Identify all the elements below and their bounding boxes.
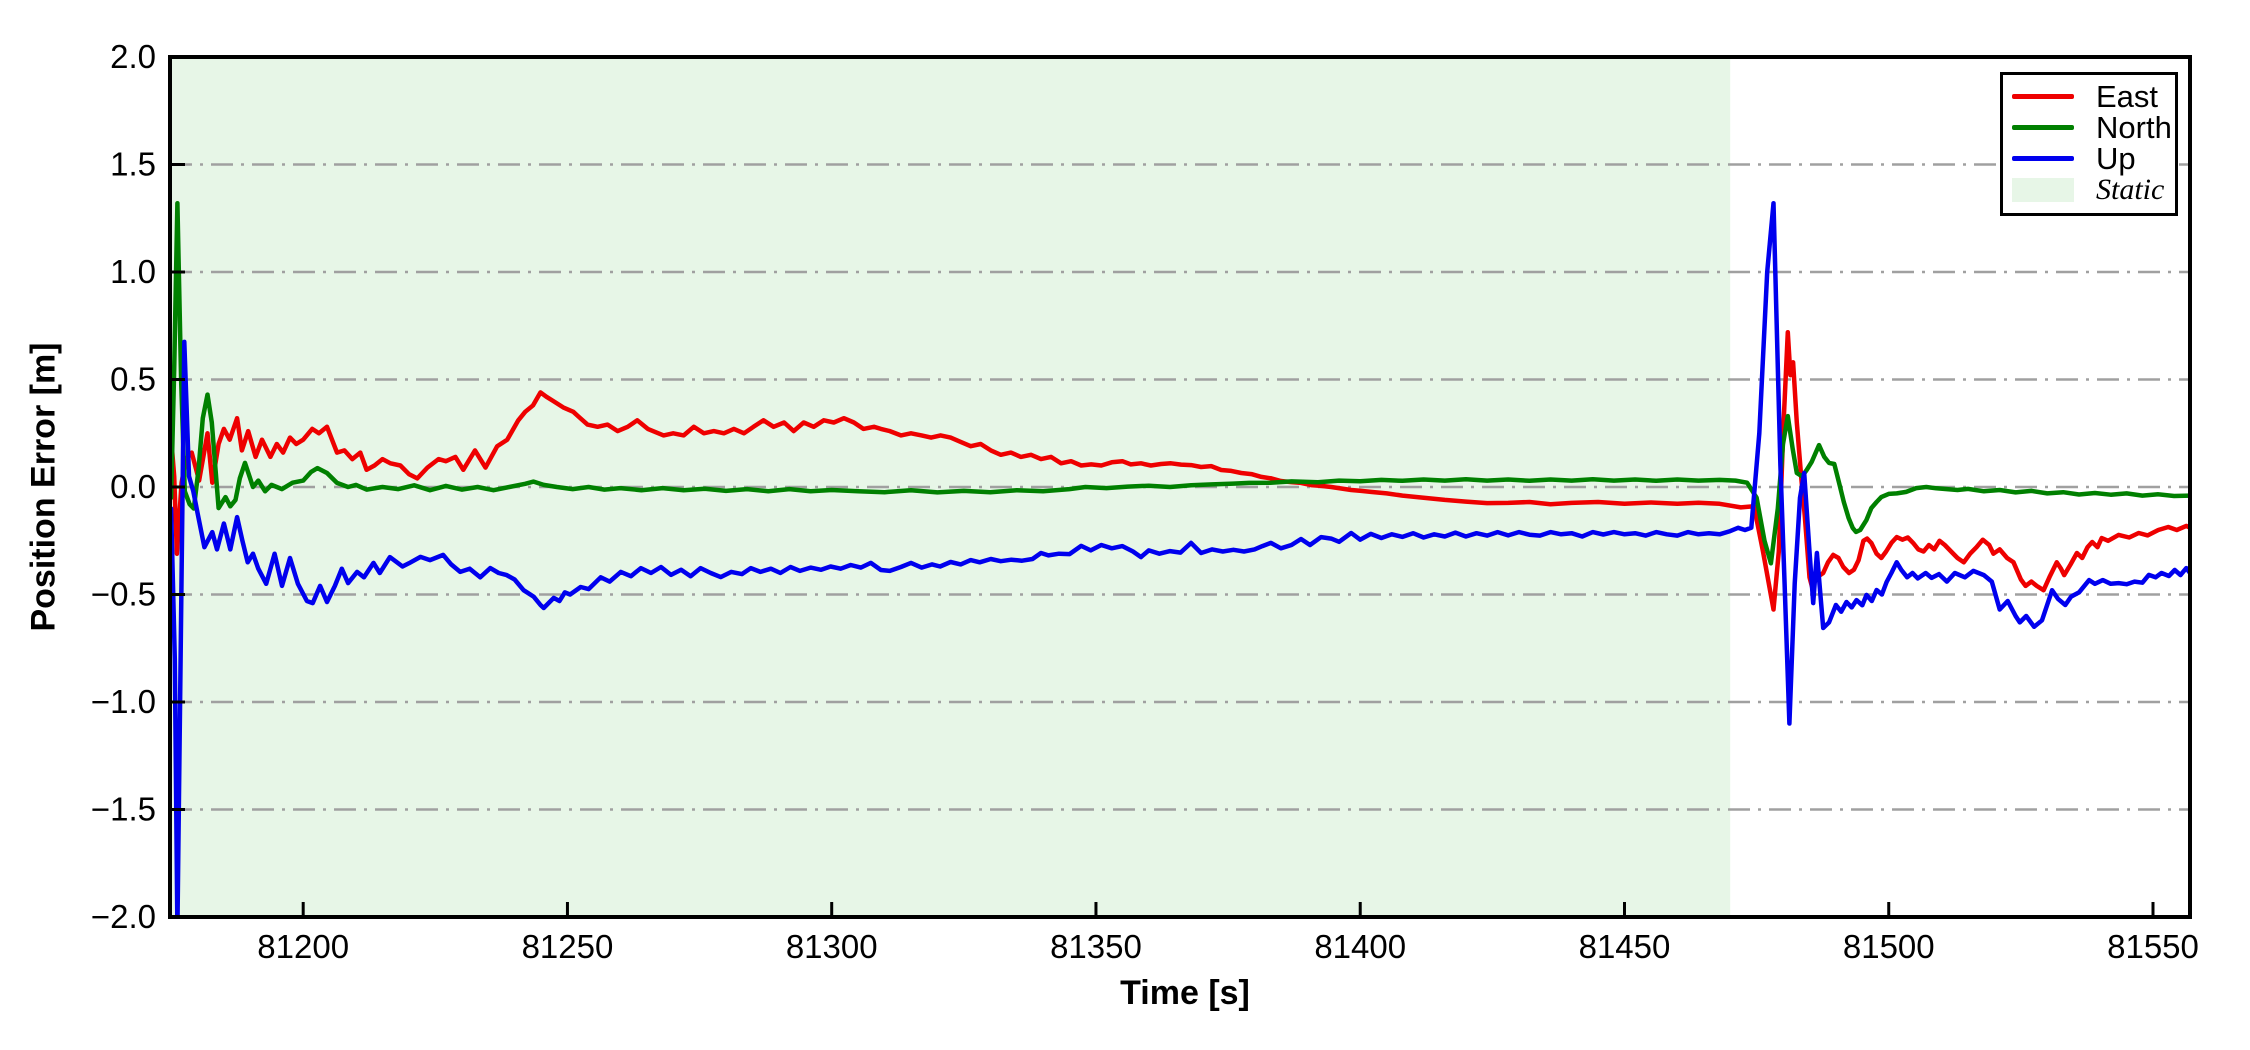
y-tick-label-2: 2.0 [110, 38, 156, 75]
x-tick-label-81450: 81450 [1579, 928, 1671, 965]
y-tick-label--1.5: −1.5 [91, 791, 156, 828]
x-tick-label-81550: 81550 [2107, 928, 2199, 965]
y-tick-label--1: −1.0 [91, 683, 156, 720]
series-line-up [170, 200, 2190, 917]
legend-item-east: East [2012, 81, 2175, 112]
y-axis-label: Position Error [m] [24, 342, 63, 632]
x-tick-label-81350: 81350 [1050, 928, 1142, 965]
legend-label-up: Up [2096, 141, 2136, 176]
legend: East North Up Static [2000, 72, 2178, 216]
east-line-swatch [2012, 94, 2074, 99]
x-tick-label-81300: 81300 [786, 928, 878, 965]
x-tick-label-81500: 81500 [1843, 928, 1935, 965]
legend-label-north: North [2096, 110, 2172, 145]
y-tick-label-0.5: 0.5 [110, 361, 156, 398]
legend-item-north: North [2012, 112, 2175, 143]
y-tick-label-1.5: 1.5 [110, 146, 156, 183]
y-tick-label-1: 1.0 [110, 253, 156, 290]
x-axis-label: Time [s] [1120, 974, 1250, 1012]
up-line-swatch [2012, 156, 2074, 161]
y-tick-label--2: −2.0 [91, 898, 156, 935]
series-line-east [170, 329, 2190, 612]
y-tick-label--0.5: −0.5 [91, 576, 156, 613]
series-line-north [170, 200, 2190, 566]
legend-item-up: Up [2012, 143, 2175, 174]
x-tick-label-81200: 81200 [257, 928, 349, 965]
static-region-swatch [2012, 177, 2074, 202]
axes-frame [168, 55, 2192, 919]
x-tick-label-81400: 81400 [1314, 928, 1406, 965]
legend-label-static: Static [2096, 172, 2165, 206]
legend-label-east: East [2096, 79, 2159, 114]
y-tick-label-0: 0.0 [110, 468, 156, 505]
legend-item-static: Static [2012, 174, 2175, 205]
north-line-swatch [2012, 125, 2074, 130]
x-tick-label-81250: 81250 [522, 928, 614, 965]
